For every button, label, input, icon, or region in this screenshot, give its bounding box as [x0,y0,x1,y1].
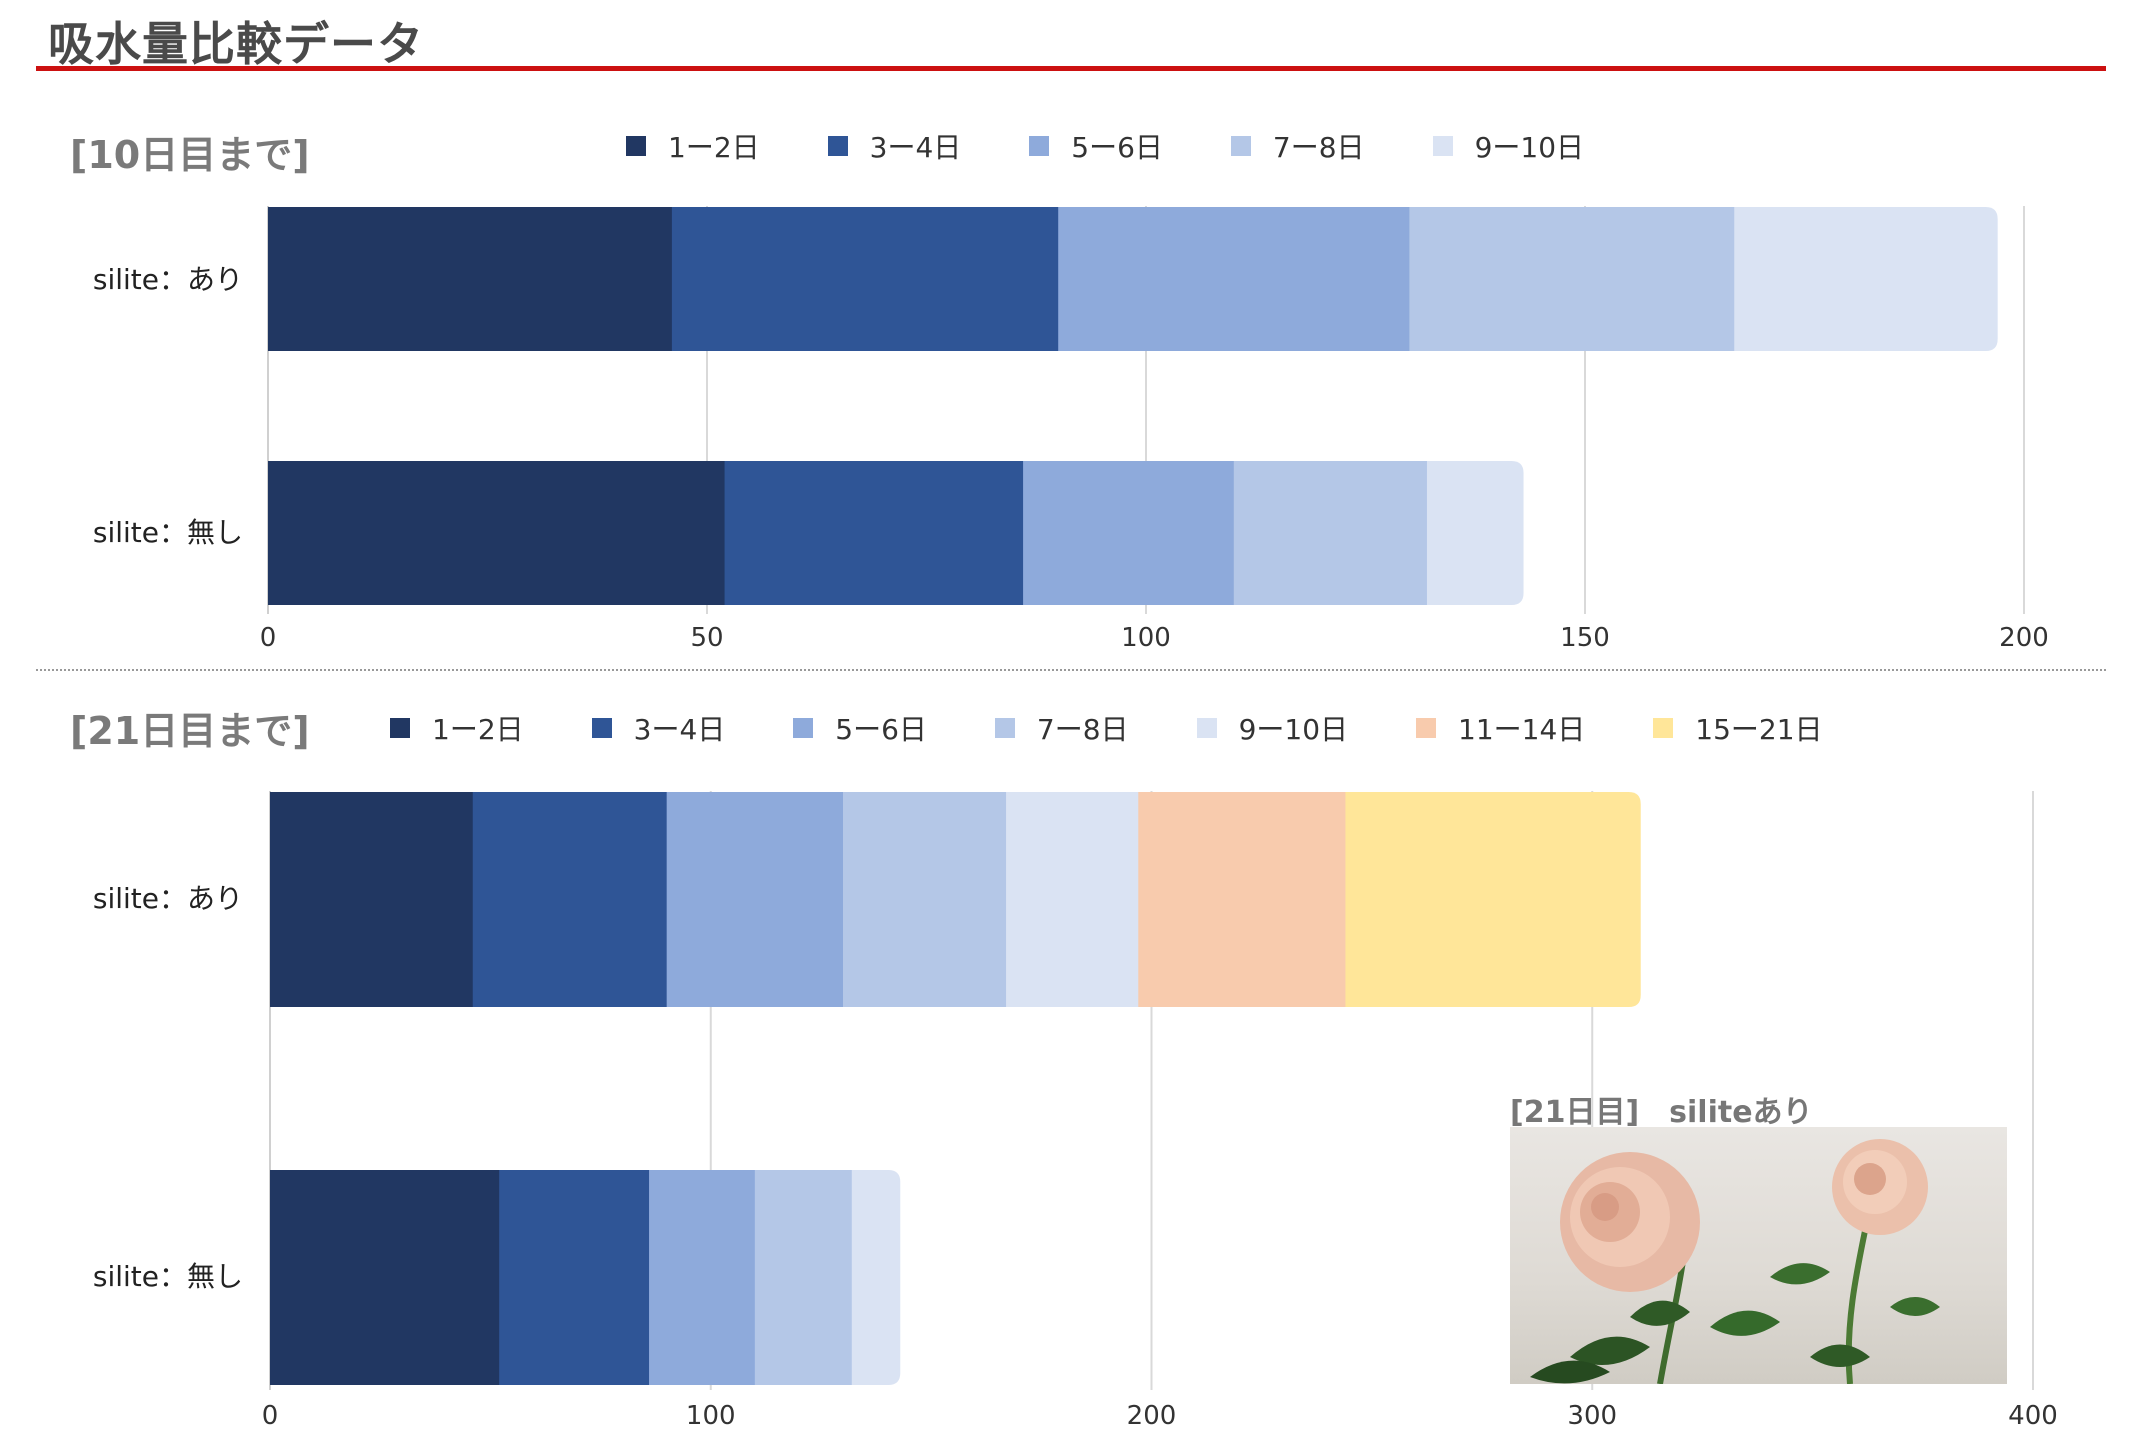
legend-swatch [1029,136,1050,156]
x-tick-label: 0 [262,1401,279,1431]
bar-segment [754,1170,853,1385]
bar-segment [851,1170,901,1385]
bar-segment [1734,207,1998,351]
legend-item: 3ー4日 [827,126,962,166]
legend-21days: 1ー2日 3ー4日 5ー6日 7ー8日 9ー10日 11ー14日 15ー21日 [390,708,1823,748]
rose-illustration [1530,1139,1940,1384]
legend-label: 5ー6日 [1071,131,1163,164]
legend-item: 5ー6日 [1029,126,1163,166]
legend-item: 1ー2日 [390,708,524,748]
legend-swatch [1653,718,1674,738]
bar-segment [671,207,1059,351]
category-label-silite-ari-21: silite：あり [92,882,243,915]
bar-segment [666,792,844,1007]
bar-segment [1345,792,1641,1007]
section-divider [36,669,2106,671]
legend-label: 9ー10日 [1238,713,1349,746]
bar-segment [1058,207,1410,351]
legend-swatch [1416,718,1437,738]
legend-item: 9ー10日 [1432,126,1585,166]
legend-item: 15ー21日 [1653,708,1823,748]
x-tick-label: 50 [690,623,723,653]
section-label-21days: [21日目まで] [70,709,310,753]
x-tick-label: 150 [1560,623,1610,653]
bar-segment [1409,207,1735,351]
legend-swatch [1196,718,1217,738]
legend-item: 5ー6日 [793,708,927,748]
bar-segment [270,1170,500,1385]
legend-label: 7ー8日 [1272,131,1365,164]
x-tick-label: 100 [686,1401,736,1431]
bar-segment [842,792,1007,1007]
legend-item: 3ー4日 [591,708,726,748]
legend-item: 11ー14日 [1416,708,1585,748]
x-tick-label: 400 [2008,1401,2058,1431]
legend-label: 9ー10日 [1474,131,1585,164]
section-label-10days: [10日目まで] [70,133,310,177]
photo-caption: [21日目] siliteあり [1510,1095,1813,1130]
legend-swatch [793,718,814,738]
rose-photo [1510,1127,2007,1384]
legend-item: 9ー10日 [1196,708,1349,748]
bar-segment [472,792,668,1007]
bar-segment [724,461,1024,605]
category-label-silite-nashi: silite：無し [92,516,243,549]
category-label-silite-nashi-21: silite：無し [92,1260,243,1293]
bar-segment [268,207,673,351]
bar-segment [268,461,726,605]
legend-swatch [591,718,612,738]
legend-label: 5ー6日 [835,713,927,746]
page-title: 吸水量比較データ [48,17,424,71]
legend-swatch [626,136,646,156]
category-label-silite-ari: silite：あり [92,263,243,296]
legend-label: 15ー21日 [1695,713,1823,746]
legend-label: 7ー8日 [1036,713,1129,746]
x-tick-label: 300 [1567,1401,1617,1431]
bar-segment [499,1170,650,1385]
bar-segment [270,792,474,1007]
legend-item: 1ー2日 [626,126,760,166]
legend-swatch [994,718,1015,738]
legend-label: 3ー4日 [633,713,726,746]
bar-segment [1426,461,1524,605]
legend-swatch [827,136,848,156]
legend-swatch [1432,136,1453,156]
x-tick-label: 100 [1121,623,1171,653]
bar-segment [1138,792,1346,1007]
legend-10days: 1ー2日 3ー4日 5ー6日 7ー8日 9ー10日 [626,126,1584,166]
bar-segment [1023,461,1235,605]
legend-label: 3ー4日 [869,131,962,164]
legend-label: 1ー2日 [432,713,524,746]
legend-swatch [1230,136,1251,156]
x-tick-label: 200 [1127,1401,1177,1431]
x-tick-label: 200 [1999,623,2049,653]
legend-item: 7ー8日 [994,708,1129,748]
bar-segment [649,1170,756,1385]
legend-label: 11ー14日 [1458,713,1586,746]
legend-item: 7ー8日 [1230,126,1365,166]
legend-label: 1ー2日 [668,131,760,164]
bar-segment [1006,792,1139,1007]
x-tick-label: 0 [260,623,277,653]
title-rule [36,66,2106,71]
legend-swatch [390,718,410,738]
bar-segment [1233,461,1428,605]
